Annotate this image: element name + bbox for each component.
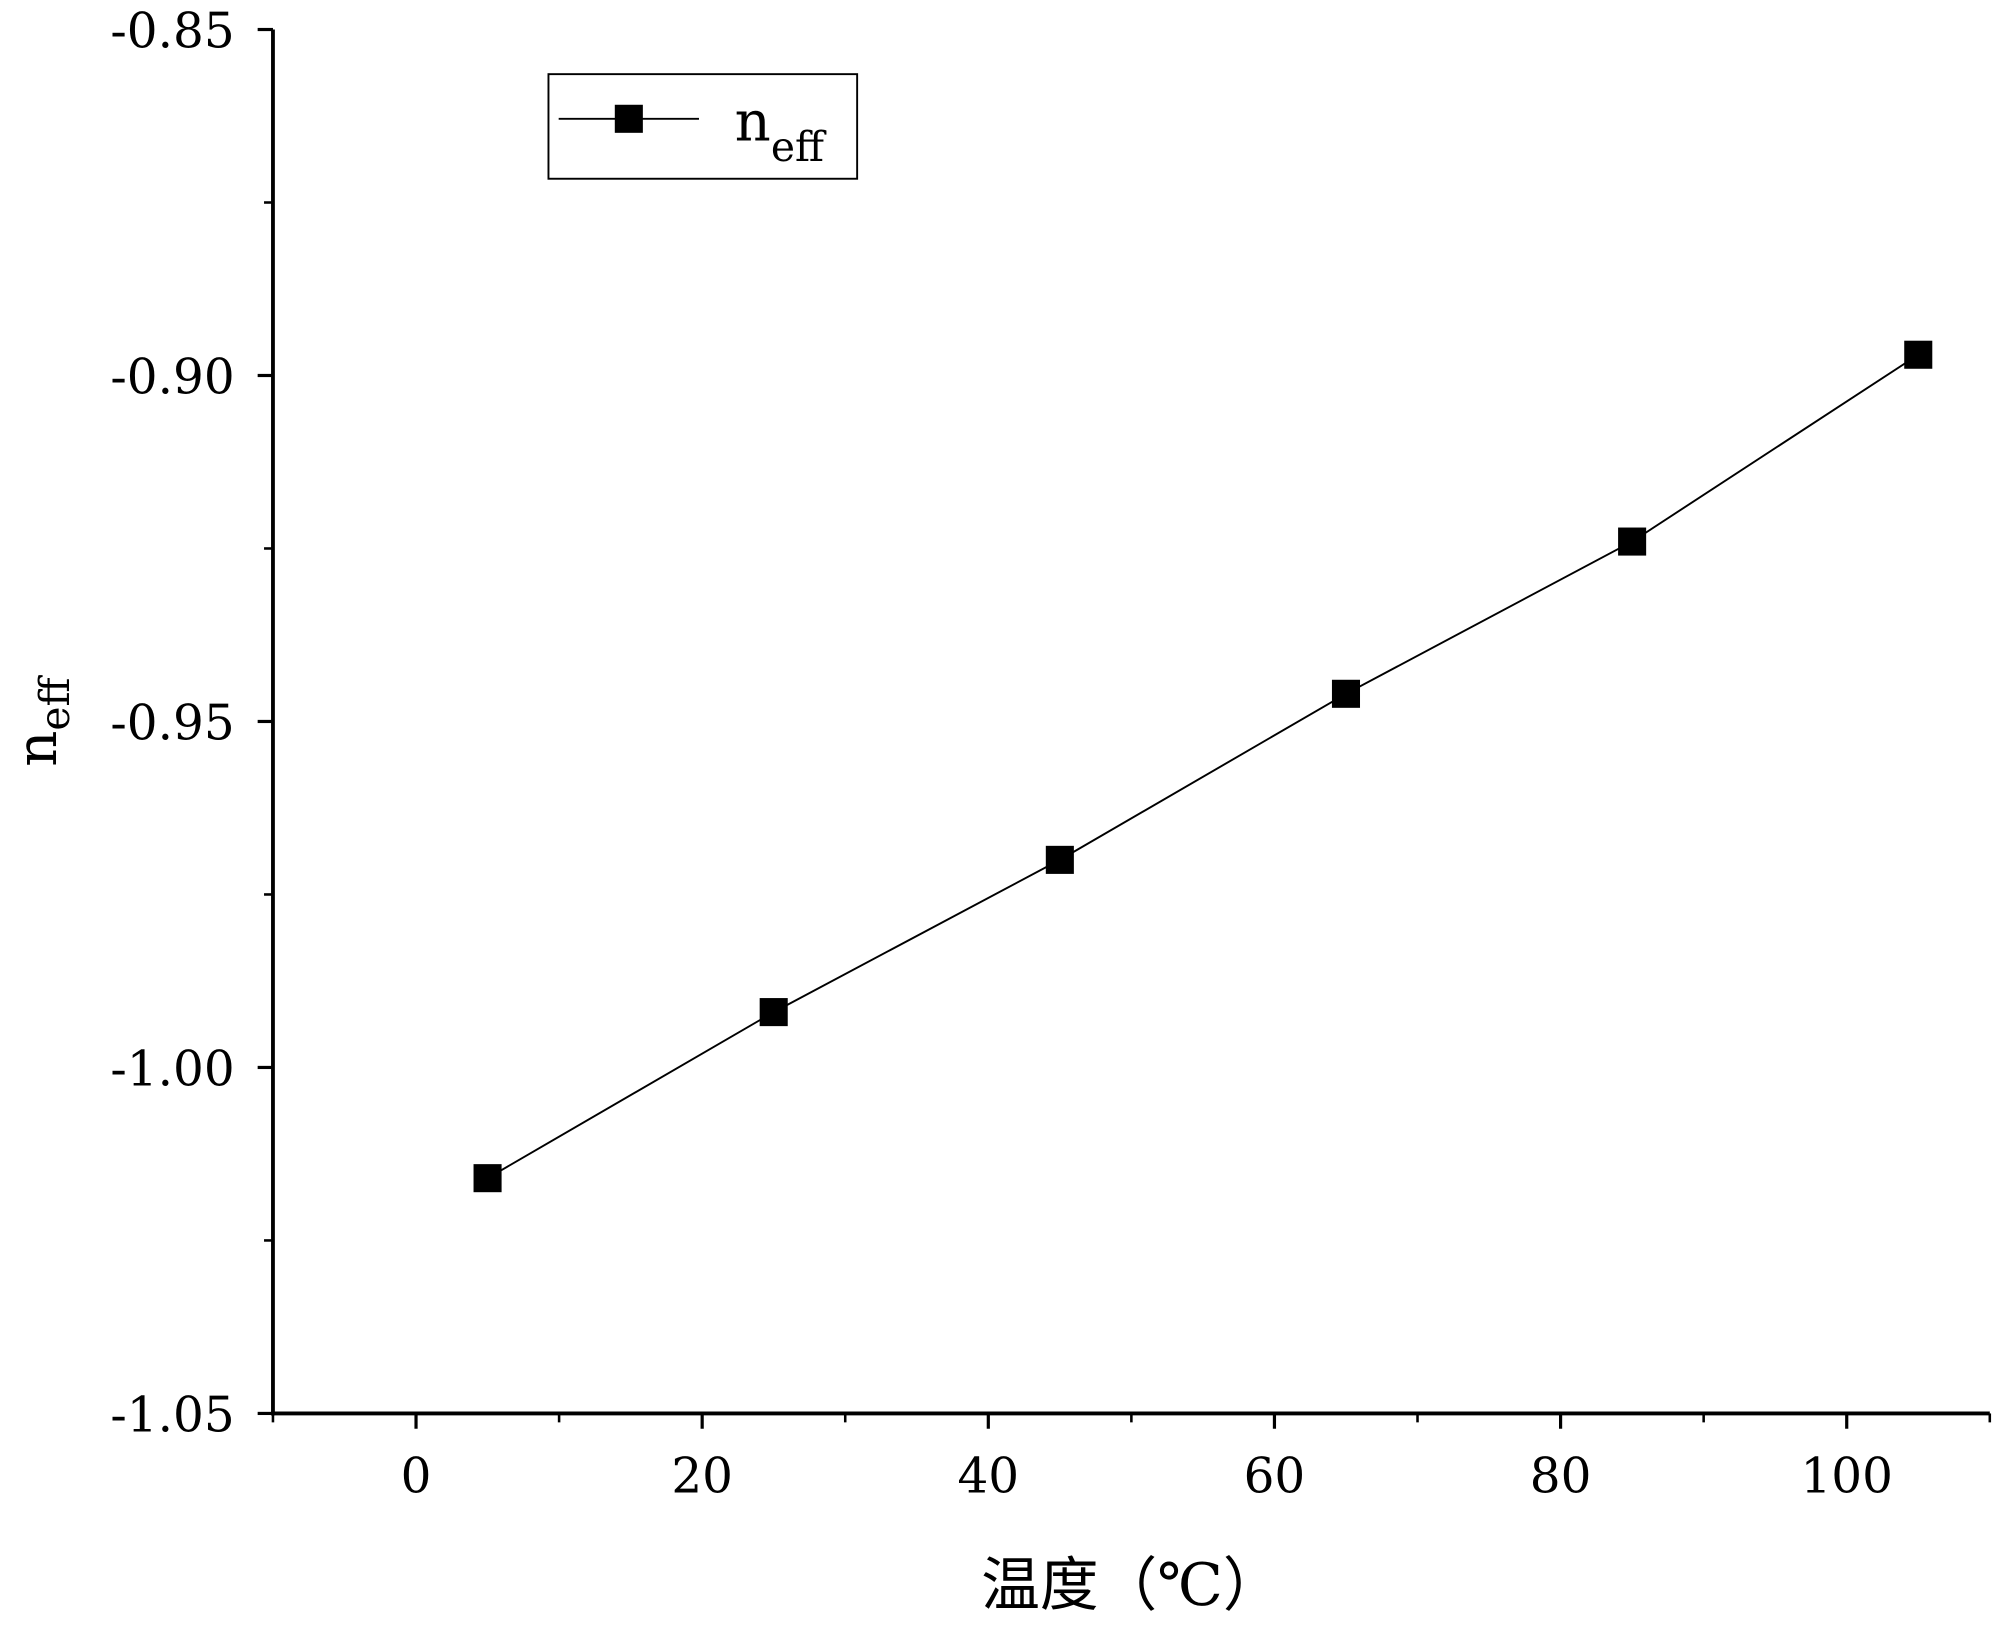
x-axis-label: 温度（℃） (981, 1551, 1281, 1619)
legend-box (547, 73, 859, 180)
data-point-square (1045, 845, 1074, 874)
series (473, 340, 1933, 1193)
series-line (487, 353, 1919, 1179)
x-tick-label: 100 (1800, 1449, 1892, 1505)
svg-text:neff: neff (735, 89, 827, 170)
svg-text:neff: neff (5, 674, 79, 766)
x-tick-label: 20 (671, 1449, 733, 1505)
y-tick-label: -0.95 (110, 695, 234, 751)
data-point-square (1618, 527, 1647, 556)
x-tick-label: 80 (1530, 1449, 1592, 1505)
y-axis-label-main: n (5, 731, 70, 767)
x-tick-label: 60 (1244, 1449, 1306, 1505)
legend: neff (547, 73, 859, 180)
y-axis-label-sub: eff (31, 674, 79, 730)
y-tick-label: -1.00 (110, 1041, 234, 1097)
data-point-square (473, 1164, 502, 1193)
data-point-square (1904, 340, 1933, 369)
x-tick-label: 40 (957, 1449, 1019, 1505)
y-tick-label: -0.90 (110, 349, 234, 405)
legend-marker-square-icon (614, 104, 643, 133)
legend-label-sub: eff (771, 123, 827, 171)
y-tick-label: -1.05 (110, 1387, 234, 1443)
ticks: 0 20 40 60 80 100 -1.05 -1.00 -0.95 -0.90 -0.85 (110, 3, 1992, 1505)
data-point-square (759, 998, 788, 1027)
legend-label: n (735, 89, 771, 154)
x-tick-label: 0 (401, 1449, 432, 1505)
axes (271, 29, 1990, 1416)
y-tick-label: -0.85 (110, 3, 234, 59)
data-point-square (1331, 679, 1361, 708)
y-axis-label: neff (5, 674, 79, 766)
